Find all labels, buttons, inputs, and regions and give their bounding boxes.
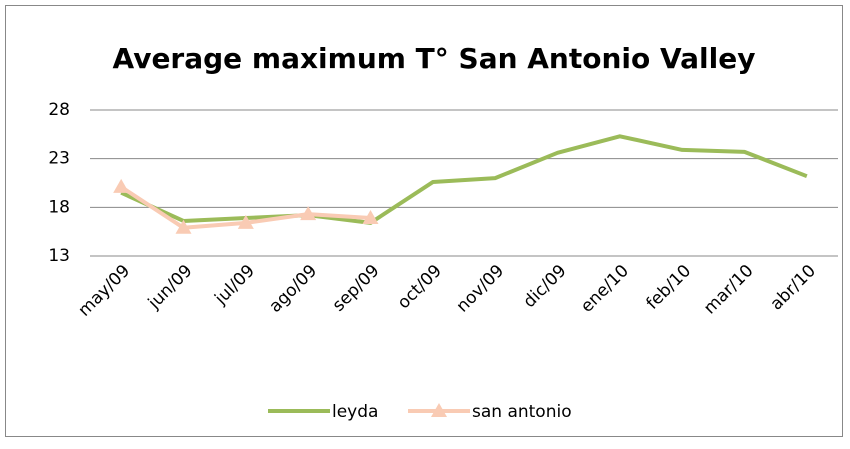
y-tick-label: 28 [48,100,70,120]
marker [113,178,130,193]
marker [237,214,254,229]
marker [362,210,379,225]
y-tick-label: 23 [48,149,70,169]
y-tick-label: 18 [48,197,70,217]
y-tick-label: 13 [48,246,70,266]
chart-title: Average maximum T° San Antonio Valley [113,42,756,75]
legend-marker [431,403,447,417]
line-series [120,134,808,225]
chart-border [5,5,843,437]
legend-label: san antonio [472,402,572,422]
marker [175,219,192,234]
legend-label: leyda [332,402,378,422]
marker [300,206,317,221]
